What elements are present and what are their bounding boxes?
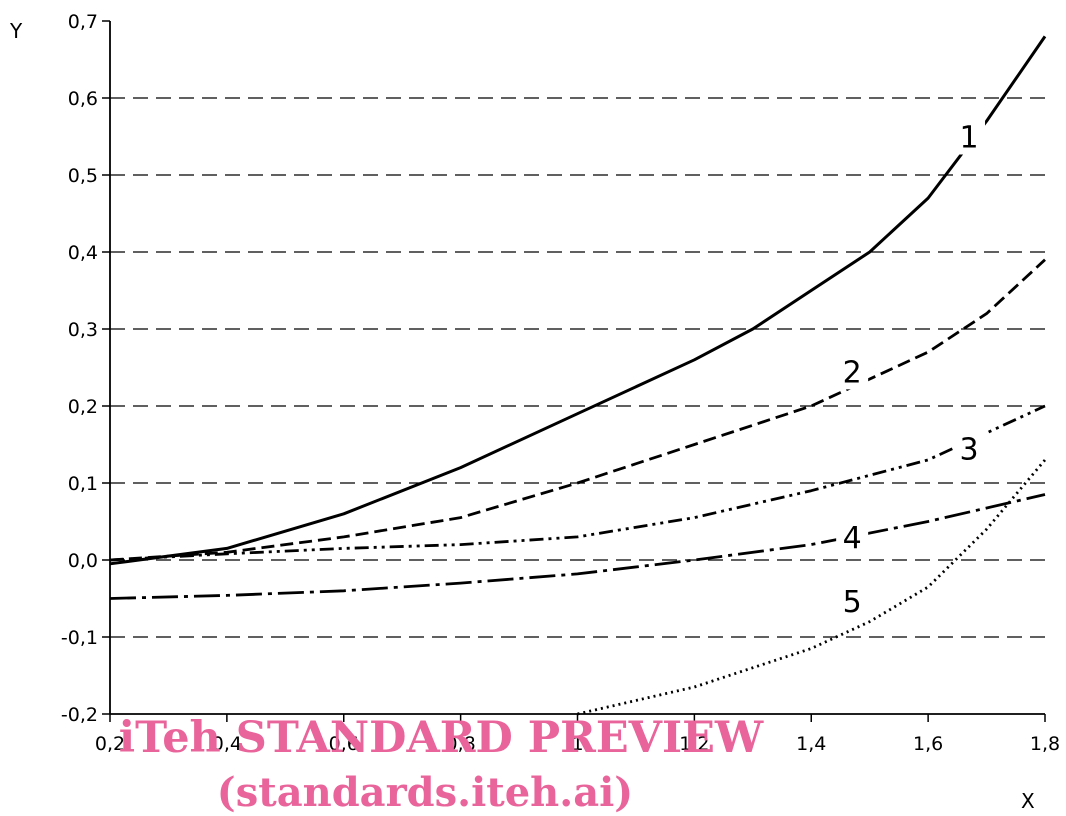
y-tick-label: 0,3 — [68, 319, 98, 341]
series-1-line — [109, 35, 1047, 566]
curve-label-3: 3 — [959, 432, 978, 467]
series-3-line — [109, 404, 1046, 562]
watermark-line-1: iTeh STANDARD PREVIEW — [119, 713, 764, 763]
curve-label-bg — [836, 349, 869, 390]
x-tick-label: 0,8 — [446, 733, 476, 755]
curve-label-5: 5 — [843, 585, 862, 620]
x-tick-label: 0,6 — [329, 733, 359, 755]
curve-label-1: 1 — [959, 121, 978, 156]
x-tick-labels: 0,2 0,4 0,6 0,8 1 1,2 1,4 1,6 1,8 — [95, 733, 1060, 755]
curve-label-bg — [836, 514, 869, 555]
y-tick-label: 0,6 — [68, 88, 98, 110]
x-axis-label: X — [1021, 789, 1035, 813]
y-axis-label: Y — [9, 19, 23, 43]
y-tick-label: 0,1 — [68, 473, 98, 495]
x-tick-label: 1,2 — [679, 733, 709, 755]
series-5-line — [577, 458, 1047, 716]
y-tick-label: 0,2 — [68, 396, 98, 418]
y-tick-label: 0,0 — [68, 550, 98, 572]
x-tick-label: 1,6 — [913, 733, 943, 755]
curve-label-4: 4 — [843, 521, 862, 556]
series-lines — [109, 35, 1047, 716]
x-tick-label: 0,2 — [95, 733, 125, 755]
axes — [102, 20, 1046, 722]
x-tick-label: 0,4 — [212, 733, 242, 755]
y-tick-label: -0,2 — [61, 704, 98, 726]
series-4-line — [109, 493, 1046, 600]
y-tick-label: -0,1 — [61, 627, 98, 649]
x-tick-label: 1,8 — [1030, 733, 1060, 755]
grid-lines — [110, 97, 1045, 638]
series-2-line — [109, 258, 1046, 562]
curve-label-bg — [836, 578, 869, 619]
y-tick-labels: -0,2 -0,1 0,0 0,1 0,2 0,3 0,4 0,5 0,6 0,7 — [61, 11, 98, 726]
watermark-line-2: (standards.iteh.ai) — [217, 769, 633, 816]
x-tick-label: 1 — [571, 733, 583, 755]
y-tick-label: 0,4 — [68, 242, 98, 264]
y-tick-label: 0,7 — [68, 11, 98, 33]
curve-label-bg — [953, 426, 986, 467]
x-tick-label: 1,4 — [796, 733, 826, 755]
curve-labels: 1 2 3 4 5 — [836, 114, 986, 620]
y-tick-label: 0,5 — [68, 165, 98, 187]
curve-label-bg — [953, 114, 986, 155]
curve-label-2: 2 — [843, 355, 862, 390]
